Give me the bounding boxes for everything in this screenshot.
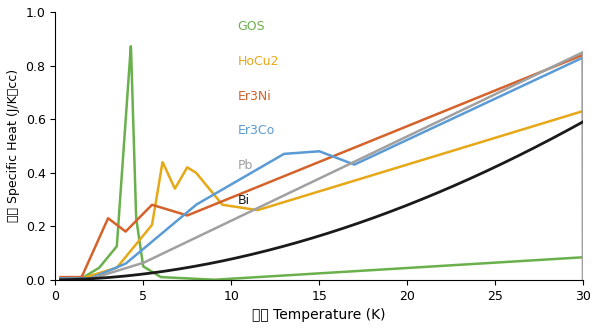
Text: GOS: GOS xyxy=(237,20,265,33)
Text: Er3Ni: Er3Ni xyxy=(237,89,271,103)
Text: Er3Co: Er3Co xyxy=(237,124,274,138)
Text: Bi: Bi xyxy=(237,194,249,207)
Y-axis label: 比熱 Specific Heat (J/K・cc): 比熱 Specific Heat (J/K・cc) xyxy=(7,69,20,222)
X-axis label: 温度 Temperature (K): 温度 Temperature (K) xyxy=(252,308,386,322)
Text: Pb: Pb xyxy=(237,159,253,172)
Text: HoCu2: HoCu2 xyxy=(237,55,279,68)
